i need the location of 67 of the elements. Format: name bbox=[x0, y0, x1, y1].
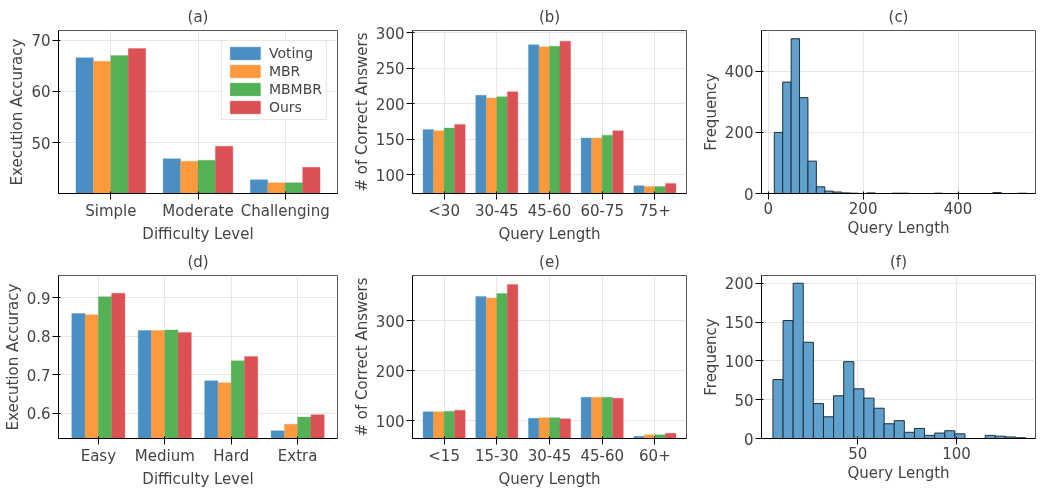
y-tick-label: 0.6 bbox=[26, 405, 51, 424]
x-tick-label: <15 bbox=[428, 446, 460, 465]
y-tick-label: 50 bbox=[31, 134, 51, 153]
x-tick-label: Hard bbox=[213, 446, 250, 465]
x-tick-label: 60-75 bbox=[580, 201, 624, 220]
y-tick-label: 50 bbox=[734, 391, 754, 410]
x-tick-label: Simple bbox=[85, 201, 137, 220]
x-tick-label: 45-60 bbox=[580, 446, 624, 465]
x-axis-title: Difficulty Level bbox=[142, 469, 254, 488]
y-tick-label: 200 bbox=[375, 362, 405, 381]
x-tick-label: 15-30 bbox=[475, 446, 519, 465]
x-tick-label: Extra bbox=[277, 446, 318, 465]
x-tick-label: 100 bbox=[942, 444, 971, 463]
x-axis-title: Difficulty Level bbox=[142, 224, 254, 243]
y-tick-label: 300 bbox=[375, 24, 405, 43]
y-axis-title: Frequency bbox=[701, 318, 720, 396]
y-axis-title: Execution Accuracy bbox=[3, 283, 22, 431]
legend-label: MBR bbox=[268, 63, 301, 79]
x-tick-label: 400 bbox=[943, 199, 973, 218]
x-axis-title: Query Length bbox=[847, 218, 950, 237]
y-tick-label: 70 bbox=[31, 32, 51, 51]
y-tick-label: 0 bbox=[743, 185, 754, 204]
y-tick-label: 100 bbox=[724, 352, 754, 371]
y-tick-label: 60 bbox=[31, 83, 51, 102]
y-tick-label: 300 bbox=[375, 312, 405, 331]
x-tick-label: Medium bbox=[134, 446, 195, 465]
legend-label: MBMBR bbox=[268, 81, 322, 97]
y-axis-title: Execution Accuracy bbox=[8, 38, 27, 186]
y-tick-label: 150 bbox=[724, 314, 754, 333]
y-tick-label: 250 bbox=[375, 60, 405, 79]
x-axis-title: Query Length bbox=[498, 469, 601, 488]
x-tick-label: Easy bbox=[80, 446, 117, 465]
legend-label: Ours bbox=[268, 99, 302, 115]
y-tick-label: 0.8 bbox=[26, 328, 51, 347]
x-tick-label: 75+ bbox=[639, 201, 671, 220]
chart-title: (d) bbox=[187, 252, 209, 271]
y-axis-title: # of Correct Answers bbox=[352, 277, 371, 437]
y-tick-label: 150 bbox=[375, 131, 405, 150]
x-tick-label: 50 bbox=[848, 444, 868, 463]
y-tick-label: 100 bbox=[375, 412, 405, 431]
x-axis-title: Query Length bbox=[498, 224, 601, 243]
x-tick-label: Moderate bbox=[162, 201, 234, 220]
x-tick-label: <30 bbox=[428, 201, 460, 220]
y-tick-label: 0.9 bbox=[26, 289, 51, 308]
x-tick-label: 30-45 bbox=[475, 201, 519, 220]
y-tick-label: 200 bbox=[724, 124, 754, 143]
legend-label: Voting bbox=[268, 45, 314, 61]
y-tick-label: 100 bbox=[375, 166, 405, 185]
y-tick-label: 0 bbox=[743, 430, 754, 449]
chart-title: (e) bbox=[539, 252, 560, 271]
y-tick-label: 0.7 bbox=[26, 366, 51, 385]
x-tick-label: 0 bbox=[763, 199, 773, 218]
x-tick-label: 45-60 bbox=[527, 201, 572, 220]
chart-title: (b) bbox=[538, 7, 561, 26]
y-tick-label: 400 bbox=[724, 63, 754, 82]
x-tick-label: Challenging bbox=[240, 201, 330, 220]
y-tick-label: 200 bbox=[724, 275, 754, 294]
chart-title: (a) bbox=[187, 7, 209, 26]
x-tick-label: 200 bbox=[848, 199, 878, 218]
chart-title: (c) bbox=[888, 7, 909, 26]
y-axis-title: Frequency bbox=[701, 73, 720, 151]
y-axis-title: # of Correct Answers bbox=[352, 32, 371, 192]
x-tick-label: 60+ bbox=[639, 446, 671, 465]
chart-title: (f) bbox=[890, 252, 908, 271]
y-tick-label: 200 bbox=[375, 95, 405, 114]
x-tick-label: 30-45 bbox=[527, 446, 572, 465]
x-axis-title: Query Length bbox=[847, 463, 950, 482]
